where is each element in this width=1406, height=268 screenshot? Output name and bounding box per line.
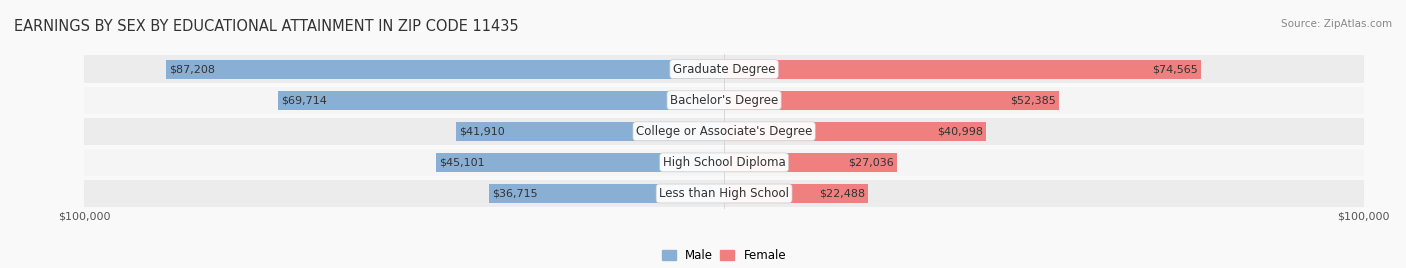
Text: College or Associate's Degree: College or Associate's Degree	[636, 125, 813, 138]
Text: EARNINGS BY SEX BY EDUCATIONAL ATTAINMENT IN ZIP CODE 11435: EARNINGS BY SEX BY EDUCATIONAL ATTAINMEN…	[14, 19, 519, 34]
Bar	[84, 55, 1364, 83]
Bar	[724, 153, 897, 172]
Text: $87,208: $87,208	[169, 64, 215, 74]
Bar	[724, 184, 868, 203]
Text: Bachelor's Degree: Bachelor's Degree	[671, 94, 778, 107]
Text: High School Diploma: High School Diploma	[662, 156, 786, 169]
Bar	[84, 180, 1364, 207]
Text: Source: ZipAtlas.com: Source: ZipAtlas.com	[1281, 19, 1392, 29]
Bar	[84, 149, 1364, 176]
Bar	[84, 87, 1364, 114]
Bar	[724, 59, 1201, 79]
Text: $27,036: $27,036	[848, 157, 894, 168]
Text: $69,714: $69,714	[281, 95, 328, 105]
Bar	[489, 184, 724, 203]
Text: Less than High School: Less than High School	[659, 187, 789, 200]
Text: Graduate Degree: Graduate Degree	[673, 63, 775, 76]
Bar	[278, 91, 724, 110]
Text: $22,488: $22,488	[818, 188, 865, 199]
Bar	[724, 91, 1059, 110]
Bar	[84, 118, 1364, 145]
Text: $52,385: $52,385	[1011, 95, 1056, 105]
Text: $40,998: $40,998	[938, 126, 983, 136]
Text: $45,101: $45,101	[439, 157, 485, 168]
Bar	[724, 122, 987, 141]
Legend: Male, Female: Male, Female	[662, 249, 786, 262]
Bar	[436, 153, 724, 172]
Text: $36,715: $36,715	[492, 188, 538, 199]
Text: $41,910: $41,910	[460, 126, 505, 136]
Bar	[166, 59, 724, 79]
Bar	[456, 122, 724, 141]
Text: $74,565: $74,565	[1152, 64, 1198, 74]
